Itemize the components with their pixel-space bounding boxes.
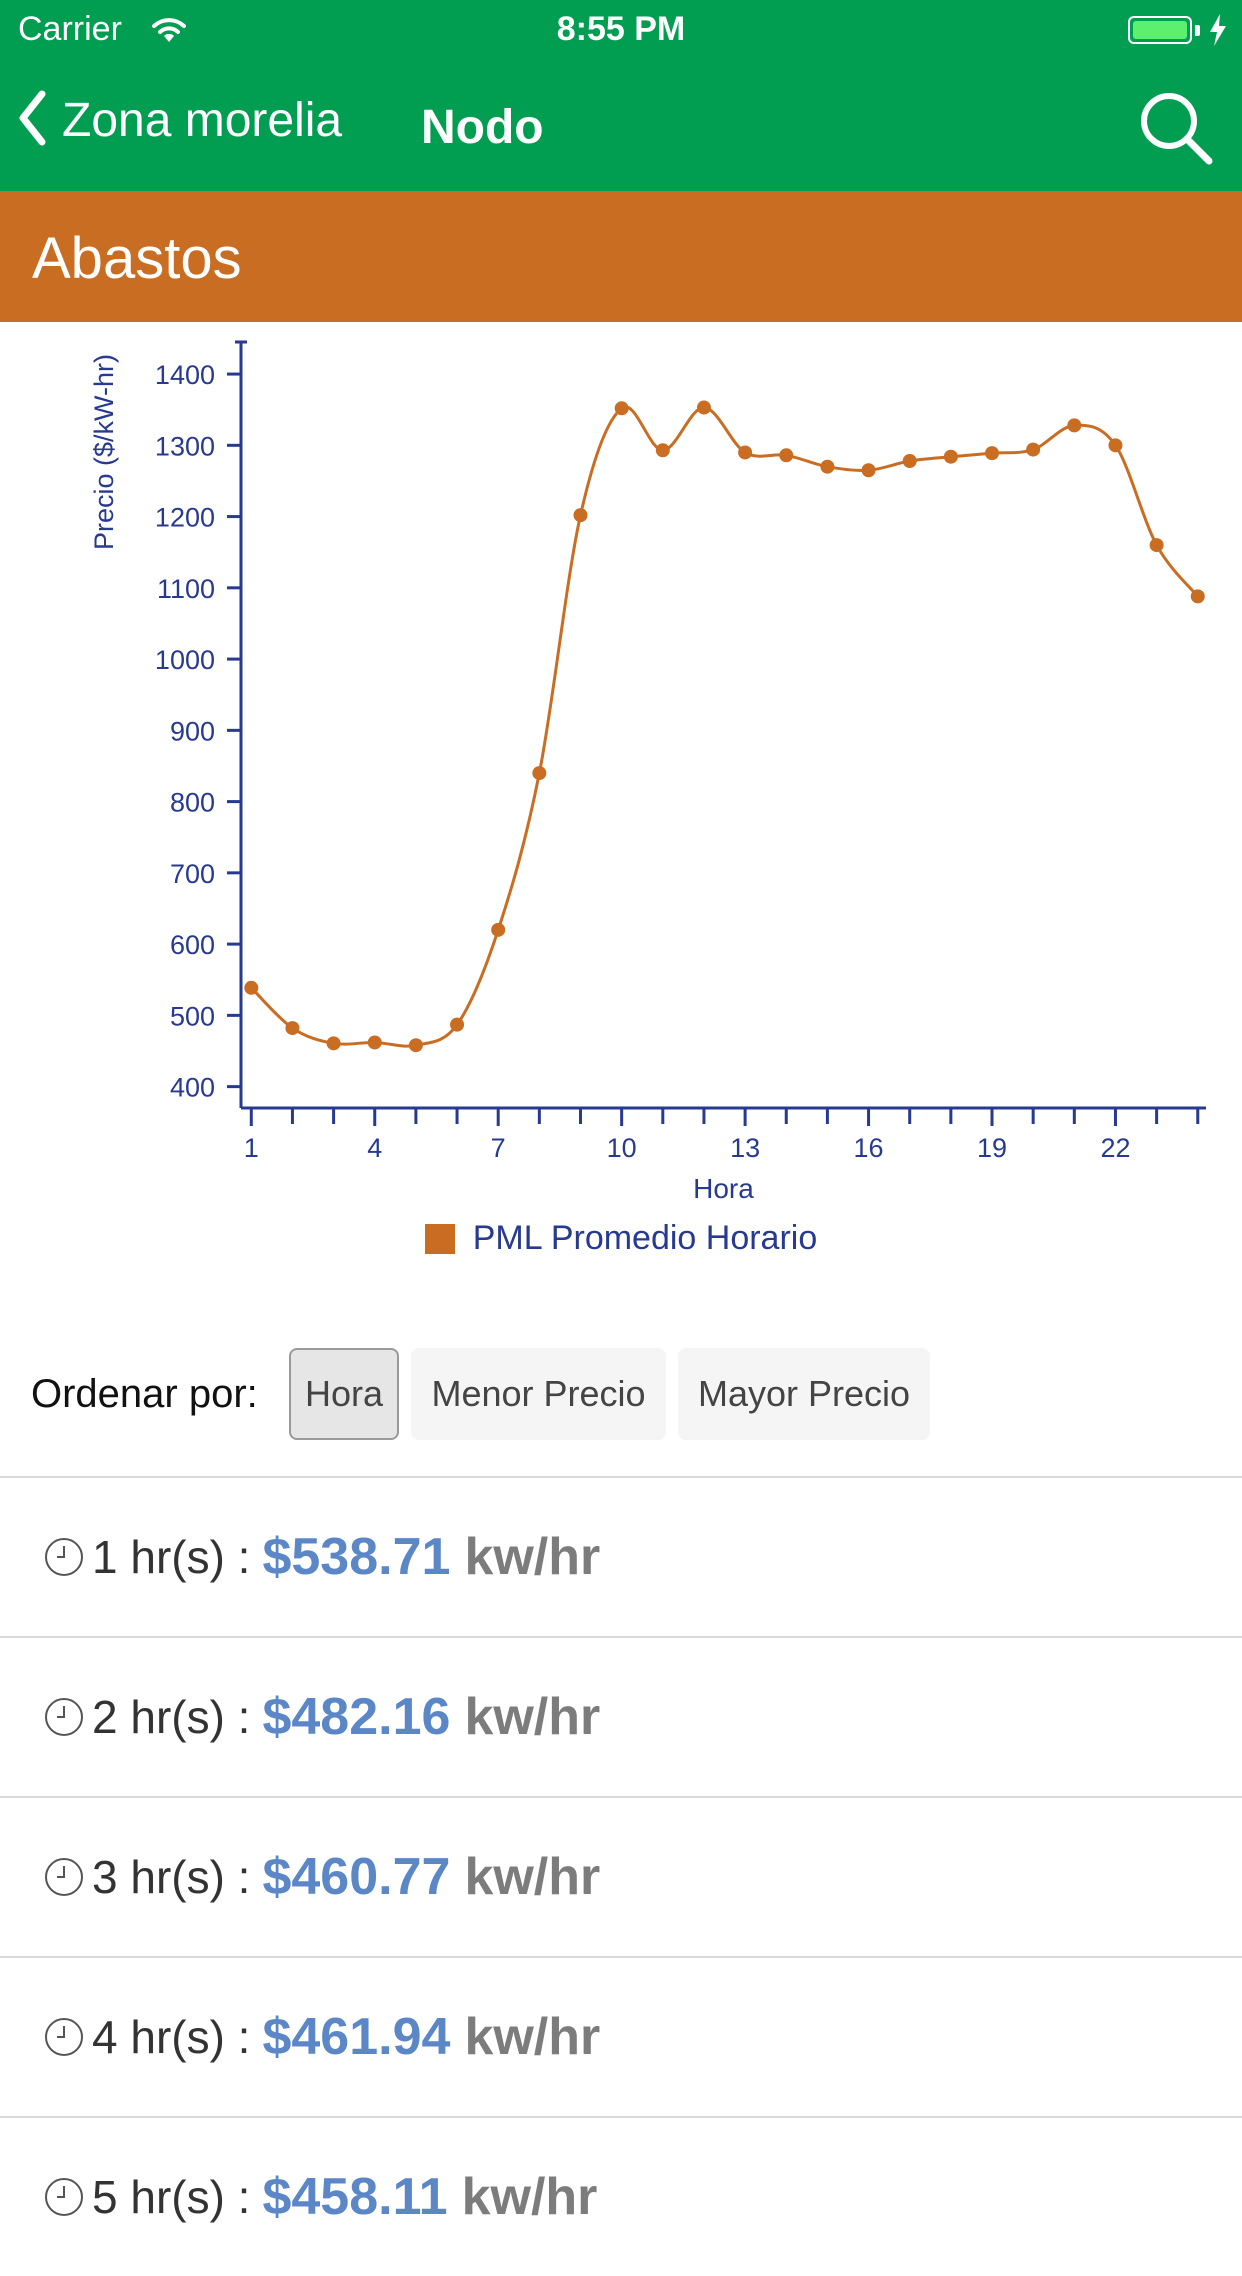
- x-tick-label: 1: [244, 1133, 259, 1163]
- sort-by-highest-price-button[interactable]: Mayor Precio: [678, 1348, 930, 1440]
- battery-icon: [1128, 16, 1192, 44]
- y-tick-label: 800: [170, 788, 215, 818]
- data-point: [285, 1021, 300, 1036]
- price-line-chart: 400 500 600 700 800 900 1000 1100 1200 1300 1400 1 4…: [89, 340, 1206, 1204]
- y-tick-label: 700: [170, 859, 215, 889]
- sort-by-hour-button[interactable]: Hora: [289, 1348, 399, 1440]
- search-icon: [1138, 93, 1214, 170]
- data-point: [696, 400, 711, 415]
- x-tick-label: 19: [977, 1133, 1007, 1163]
- price-unit: kw/hr: [464, 1688, 601, 1746]
- price-unit: kw/hr: [464, 1528, 601, 1586]
- series-line: [250, 405, 1199, 1048]
- price-chart: 400 500 600 700 800 900 1000 1100 1200 1300 1400 1 4…: [0, 322, 1242, 1282]
- clock-icon: [44, 1537, 84, 1582]
- data-point: [902, 453, 917, 468]
- navigation-bar: Zona morelia Nodo: [0, 60, 1242, 191]
- sort-label: Ordenar por:: [31, 1372, 258, 1416]
- legend-label: PML Promedio Horario: [472, 1219, 818, 1257]
- data-point: [779, 448, 794, 463]
- hour-label: 4 hr(s) :: [92, 2011, 251, 2063]
- price-value: $460.77: [262, 1848, 451, 1906]
- carrier-label: Carrier: [18, 10, 122, 48]
- y-tick-label: 1300: [155, 431, 215, 461]
- data-point: [614, 401, 629, 416]
- sort-bar: Ordenar por: Hora Menor Precio Mayor Pre…: [0, 1348, 1242, 1440]
- legend-swatch: [424, 1223, 455, 1254]
- data-point: [943, 449, 958, 464]
- data-point: [655, 443, 670, 458]
- data-point: [1026, 442, 1041, 457]
- x-tick-label: 4: [367, 1133, 382, 1163]
- data-point: [326, 1036, 341, 1051]
- charging-bolt-icon: [1208, 14, 1228, 55]
- x-axis-title: Hora: [693, 1173, 754, 1204]
- data-point: [573, 508, 588, 523]
- data-point: [1190, 589, 1205, 604]
- data-point: [1108, 438, 1123, 453]
- list-item[interactable]: 3 hr(s) : $460.77 kw/hr: [0, 1796, 1242, 1956]
- price-unit: kw/hr: [464, 2008, 601, 2066]
- data-point: [408, 1038, 423, 1053]
- chevron-left-icon: [18, 90, 46, 151]
- data-point: [450, 1017, 465, 1032]
- node-name: Abastos: [32, 226, 242, 291]
- node-header: Abastos: [0, 191, 1242, 322]
- data-point: [738, 445, 753, 460]
- hour-label: 5 hr(s) :: [92, 2171, 251, 2223]
- y-tick-label: 900: [170, 716, 215, 746]
- x-tick-label: 16: [854, 1133, 884, 1163]
- battery-tip: [1195, 25, 1200, 36]
- y-tick-label: 400: [170, 1073, 215, 1103]
- clock-icon: [44, 1697, 84, 1742]
- list-item[interactable]: 2 hr(s) : $482.16 kw/hr: [0, 1636, 1242, 1796]
- y-tick-label: 600: [170, 930, 215, 960]
- clock-icon: [44, 2017, 84, 2062]
- status-bar: Carrier 8:55 PM: [0, 0, 1242, 60]
- price-unit: kw/hr: [461, 2168, 598, 2226]
- data-point: [244, 980, 259, 995]
- price-value: $538.71: [262, 1528, 451, 1586]
- sort-by-lowest-price-button[interactable]: Menor Precio: [411, 1348, 666, 1440]
- x-tick-label: 10: [607, 1133, 637, 1163]
- hour-label: 2 hr(s) :: [92, 1691, 251, 1743]
- data-point: [491, 922, 506, 937]
- list-item[interactable]: 1 hr(s) : $538.71 kw/hr: [0, 1476, 1242, 1636]
- clock-icon: [44, 1857, 84, 1902]
- x-tick-label: 22: [1100, 1133, 1130, 1163]
- price-value: $458.11: [262, 2168, 448, 2226]
- data-point: [1067, 418, 1082, 433]
- back-label: Zona morelia: [62, 94, 343, 147]
- list-item[interactable]: 4 hr(s) : $461.94 kw/hr: [0, 1956, 1242, 2116]
- data-point: [367, 1035, 382, 1050]
- price-unit: kw/hr: [464, 1848, 601, 1906]
- y-tick-label: 500: [170, 1001, 215, 1031]
- data-point: [861, 463, 876, 478]
- clock-icon: [44, 2177, 84, 2222]
- data-point: [1149, 538, 1164, 553]
- wifi-icon: [152, 14, 186, 53]
- data-point: [820, 459, 835, 474]
- chart-legend: PML Promedio Horario: [0, 1219, 1242, 1258]
- data-point: [532, 766, 547, 781]
- price-value: $461.94: [262, 2008, 451, 2066]
- y-axis-title: Precio ($/kW-hr): [89, 354, 119, 550]
- price-value: $482.16: [262, 1688, 451, 1746]
- list-item[interactable]: 5 hr(s) : $458.11 kw/hr: [0, 2116, 1242, 2276]
- page-title: Nodo: [421, 101, 544, 154]
- y-tick-label: 1100: [157, 574, 215, 604]
- y-tick-label: 1200: [155, 503, 215, 533]
- status-time: 8:55 PM: [556, 10, 686, 48]
- hourly-price-list: 1 hr(s) : $538.71 kw/hr 2 hr(s) : $482.16 kw/…: [0, 1476, 1242, 2276]
- data-point: [985, 446, 1000, 461]
- x-tick-label: 13: [730, 1133, 760, 1163]
- y-tick-label: 1000: [155, 645, 215, 675]
- back-button[interactable]: Zona morelia: [18, 90, 342, 151]
- y-tick-label: 1400: [155, 360, 215, 390]
- hour-label: 3 hr(s) :: [92, 1851, 251, 1903]
- x-tick-label: 7: [491, 1133, 506, 1163]
- search-button[interactable]: [1138, 90, 1214, 171]
- hour-label: 1 hr(s) :: [92, 1531, 251, 1583]
